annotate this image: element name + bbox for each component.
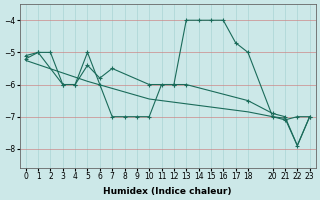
X-axis label: Humidex (Indice chaleur): Humidex (Indice chaleur) bbox=[103, 187, 232, 196]
